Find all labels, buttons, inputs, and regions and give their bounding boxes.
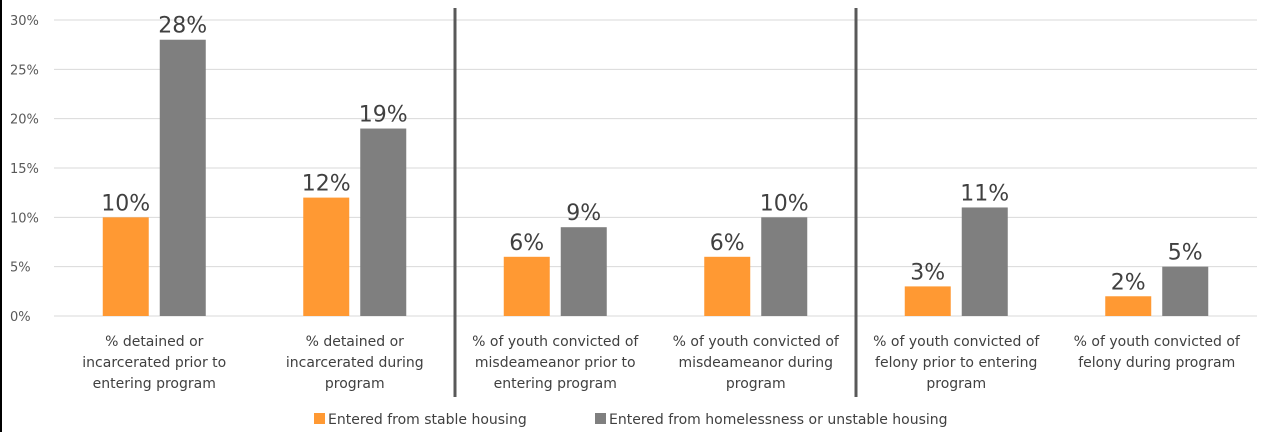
x-category-label: program — [726, 376, 786, 392]
x-category-label: felony during program — [1078, 355, 1235, 371]
x-category-label: felony prior to entering — [875, 355, 1037, 371]
data-label: 6% — [710, 231, 745, 256]
x-category-label: program — [325, 376, 385, 392]
bar — [761, 217, 808, 316]
y-tick-label: 15% — [10, 162, 39, 177]
x-category-label: % of youth convicted of — [873, 334, 1040, 350]
y-tick-label: 5% — [10, 261, 31, 276]
data-label: 19% — [359, 103, 408, 128]
x-category-label: program — [926, 376, 986, 392]
x-category-label: % of youth convicted of — [673, 334, 840, 350]
bar — [159, 39, 206, 316]
data-label: 3% — [910, 260, 945, 285]
data-label: 2% — [1111, 270, 1146, 295]
x-category-label: % detained or — [105, 334, 204, 350]
x-category-label: entering program — [93, 376, 216, 392]
x-category-label: misdeameanor during — [678, 355, 833, 371]
bar — [560, 227, 607, 316]
bar — [1162, 266, 1209, 316]
bar — [904, 286, 951, 316]
x-category-label: incarcerated during — [286, 355, 424, 371]
y-tick-label: 10% — [10, 211, 39, 226]
data-label: 6% — [509, 231, 544, 256]
x-category-label: entering program — [494, 376, 617, 392]
bar — [503, 256, 550, 316]
legend-label: Entered from homelessness or unstable ho… — [609, 412, 948, 428]
y-tick-label: 20% — [10, 113, 39, 128]
y-tick-label: 30% — [10, 14, 39, 29]
x-category-label: misdeameanor prior to — [475, 355, 636, 371]
data-label: 28% — [158, 14, 207, 39]
data-label: 11% — [960, 181, 1009, 206]
bar — [102, 217, 149, 316]
legend-swatch — [595, 413, 606, 424]
data-label: 10% — [101, 191, 150, 216]
x-category-label: incarcerated prior to — [82, 355, 226, 371]
x-category-label: % of youth convicted of — [472, 334, 639, 350]
bar — [360, 128, 407, 316]
legend-label: Entered from stable housing — [328, 412, 527, 428]
x-category-label: % of youth convicted of — [1074, 334, 1241, 350]
data-label: 5% — [1168, 241, 1203, 266]
x-category-label: % detained or — [306, 334, 405, 350]
data-label: 10% — [760, 191, 809, 216]
data-label: 12% — [302, 172, 351, 197]
bar — [704, 256, 751, 316]
data-label: 9% — [566, 201, 601, 226]
bar — [961, 207, 1008, 316]
y-tick-label: 25% — [10, 63, 39, 78]
legend-swatch — [314, 413, 325, 424]
y-tick-label: 0% — [10, 310, 31, 325]
bar — [1105, 296, 1152, 316]
bar — [303, 197, 350, 316]
